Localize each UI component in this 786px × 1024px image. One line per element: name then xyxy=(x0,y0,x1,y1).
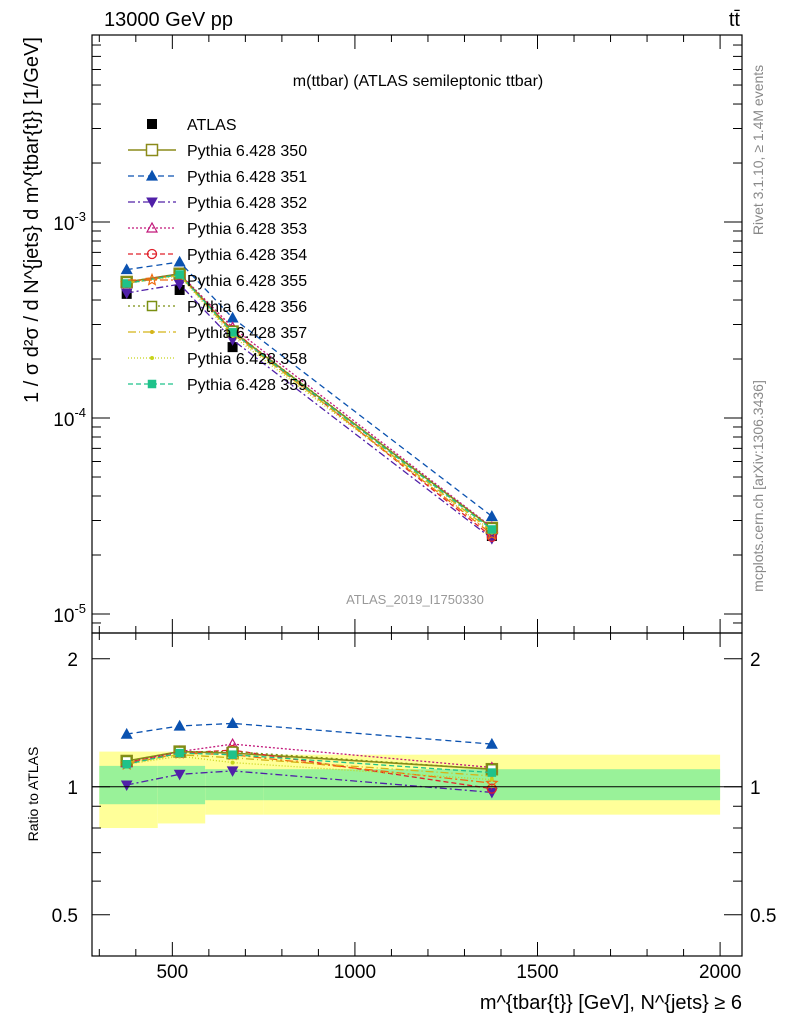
y-tick-label-2: 10-3 xyxy=(53,209,86,235)
ratio-line-1 xyxy=(126,722,492,745)
ratio-tick-label-left-1: 1 xyxy=(67,778,78,799)
legend-label-6: Pythia 6.428 356 xyxy=(187,299,307,316)
legend-marker-6 xyxy=(146,300,158,312)
legend-marker-8 xyxy=(150,356,154,360)
ratio-series-group xyxy=(119,717,499,799)
axis-ticks xyxy=(92,35,742,957)
ratio-1-point-2 xyxy=(226,717,239,728)
series-line-6 xyxy=(126,273,493,529)
legend-marker-0 xyxy=(145,143,159,157)
legend-label-9: Pythia 6.428 359 xyxy=(187,377,307,394)
energy-label: 13000 GeV pp xyxy=(104,9,233,31)
legend-label-7: Pythia 6.428 357 xyxy=(187,325,307,342)
ratio-tick-label-right-1: 1 xyxy=(750,778,761,799)
ratio-tick-label-right-0: 0.5 xyxy=(750,906,776,927)
ratio-line-9 xyxy=(126,752,492,774)
series-line-2 xyxy=(126,283,493,540)
series-2-point-1 xyxy=(173,279,186,291)
series-line-0 xyxy=(126,272,493,529)
ratio-9-point-0 xyxy=(122,759,131,769)
ratio-tick-label-left-0: 0.5 xyxy=(52,906,78,927)
series-9-point-0 xyxy=(122,279,131,288)
legend-label-8: Pythia 6.428 358 xyxy=(187,351,307,368)
series-line-5 xyxy=(126,273,493,535)
ratio-8-point-2 xyxy=(230,760,235,765)
legend-label-atlas: ATLAS xyxy=(187,117,237,134)
legend-marker-1 xyxy=(145,169,159,181)
legend-label-5: Pythia 6.428 355 xyxy=(187,273,307,290)
y-tick-label-0: 10-5 xyxy=(53,601,86,627)
ratio-2-point-0 xyxy=(120,780,133,791)
x-axis-label: m^{tbar{t}} [GeV], N^{jets} ≥ 6 xyxy=(480,992,742,1014)
series-9-point-3 xyxy=(487,525,497,534)
ratio-9-point-3 xyxy=(487,768,497,777)
legend-marker-9 xyxy=(147,379,157,389)
main-series-group xyxy=(119,255,499,545)
series-1-point-3 xyxy=(485,510,498,521)
process-label: tt̄ xyxy=(729,9,741,31)
ratio-panel-frame xyxy=(91,632,743,957)
legend-marker-7 xyxy=(150,330,154,334)
series-line-3 xyxy=(126,273,493,528)
series-9-point-1 xyxy=(175,270,184,279)
legend-marker-2 xyxy=(146,197,158,209)
ratio-8-point-3 xyxy=(489,777,494,782)
series-line-7 xyxy=(126,274,493,532)
x-tick-label-1: 1000 xyxy=(334,962,376,983)
x-tick-label-3: 2000 xyxy=(699,962,741,983)
legend-label-2: Pythia 6.428 352 xyxy=(187,195,307,212)
ratio-line-3 xyxy=(126,743,492,769)
legend-marker-5 xyxy=(145,272,159,286)
series-line-4 xyxy=(126,273,493,538)
ratio-2-point-2 xyxy=(226,766,239,777)
uncertainty-bands xyxy=(99,751,721,829)
ratio-5-point-3 xyxy=(485,776,499,789)
y-axis-label: 1 / σ d²σ / d N^{jets} d m^{tbar{t}} [1/… xyxy=(21,37,43,403)
mcplots-label: mcplots.cern.ch [arXiv:1306.3436] xyxy=(750,380,766,592)
legend-label-4: Pythia 6.428 354 xyxy=(187,247,307,264)
ratio-axis-label: Ratio to ATLAS xyxy=(25,747,41,842)
legend-label-3: Pythia 6.428 353 xyxy=(187,221,307,238)
ratio-1-point-3 xyxy=(485,737,498,749)
ratio-2-point-1 xyxy=(173,769,186,781)
chart-title: m(ttbar) (ATLAS semileptonic ttbar) xyxy=(293,73,543,90)
ratio-4-point-3 xyxy=(486,783,498,794)
legend-label-1: Pythia 6.428 351 xyxy=(187,169,307,186)
legend-marker-atlas xyxy=(147,119,157,129)
x-tick-label-0: 500 xyxy=(156,962,188,983)
band-inner-bin-2 xyxy=(205,769,264,801)
rivet-label: Rivet 3.1.10, ≥ 1.4M events xyxy=(750,65,766,235)
legend-marker-4 xyxy=(146,248,158,260)
series-1-point-1 xyxy=(173,255,186,267)
ratio-tick-label-right-2: 2 xyxy=(750,650,761,671)
analysis-watermark: ATLAS_2019_I1750330 xyxy=(346,592,484,607)
legend: ATLAS Pythia 6.428 350 Pythia 6.428 351 Pyt… xyxy=(128,117,307,394)
series-line-8 xyxy=(126,275,493,534)
ratio-9-point-1 xyxy=(175,748,184,758)
series-1-point-0 xyxy=(120,263,133,275)
ratio-9-point-2 xyxy=(228,750,237,759)
legend-label-0: Pythia 6.428 350 xyxy=(187,143,307,160)
ratio-line-2 xyxy=(126,770,492,794)
atlas-data-point-2 xyxy=(227,342,238,353)
series-2-point-0 xyxy=(120,288,133,300)
ratio-1-point-1 xyxy=(173,719,186,731)
y-tick-label-1: 10-4 xyxy=(53,405,86,431)
legend-marker-3 xyxy=(145,221,159,233)
series-line-1 xyxy=(126,261,493,517)
axis-tick-labels: 500 1000 1500 2000 10-5 10-4 10-3 0.5 0.5 1 1 2 2 xyxy=(52,209,777,983)
series-9-point-2 xyxy=(228,328,237,337)
ratio-line-6 xyxy=(126,750,492,770)
x-tick-label-2: 1500 xyxy=(516,962,558,983)
ratio-tick-label-left-2: 2 xyxy=(67,650,78,671)
series-line-9 xyxy=(126,273,493,531)
ratio-1-point-0 xyxy=(120,727,133,739)
